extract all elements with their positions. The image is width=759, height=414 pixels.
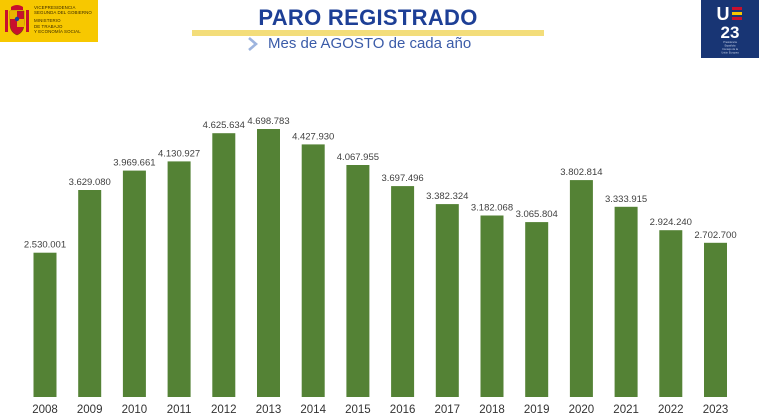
x-tick-label-2019: 2019 [524,404,550,414]
eu-logo-small-line-4: Unión Europea [721,51,739,55]
eu-presidency-logo: U 23 Presidencia Española Consejo de la … [701,0,759,58]
chevron-right-icon [248,36,258,51]
value-label-2009: 3.629.080 [69,177,111,188]
subtitle-text: Mes de AGOSTO de cada año [268,35,472,52]
value-label-2012: 4.625.634 [203,120,245,131]
page-title: PARO REGISTRADO [258,5,478,30]
bar-2020 [569,180,593,397]
x-tick-label-2012: 2012 [211,404,237,414]
bar-2013 [257,129,280,397]
value-label-2010: 3.969.661 [113,158,155,169]
title-block: PARO REGISTRADO [190,6,546,36]
bar-2022 [659,230,683,397]
x-tick-label-2018: 2018 [479,404,505,414]
eu-logo-small-line-1: Presidencia [723,40,737,44]
x-tick-label-2013: 2013 [256,404,282,414]
bar-2010 [122,170,146,397]
bar-2011 [167,161,191,397]
value-label-2023: 2.702.700 [694,230,736,241]
value-label-2021: 3.333.915 [605,194,647,205]
value-label-2016: 3.697.496 [381,173,423,184]
x-tick-label-2017: 2017 [435,404,461,414]
bar-2017 [435,204,459,397]
x-tick-label-2009: 2009 [77,404,103,414]
x-tick-label-2021: 2021 [613,404,639,414]
bar-2012 [212,133,236,397]
value-label-2011: 4.130.927 [158,148,200,159]
bar-2015 [346,165,370,397]
x-tick-label-2022: 2022 [658,404,684,414]
x-tick-label-2015: 2015 [345,404,371,414]
bar-2016 [391,186,415,397]
value-label-2019: 3.065.804 [516,209,558,220]
bar-2021 [614,206,638,397]
eu-logo-letter: U [717,4,730,24]
x-tick-label-2016: 2016 [390,404,416,414]
value-label-2013: 4.698.783 [247,116,289,127]
eu-logo-number: 23 [721,23,740,42]
title-underline [192,30,544,36]
x-tick-label-2011: 2011 [167,404,192,414]
value-label-2018: 3.182.068 [471,203,513,214]
x-tick-label-2014: 2014 [300,404,326,414]
bar-2019 [525,222,549,397]
x-tick-label-2008: 2008 [32,404,58,414]
value-label-2014: 4.427.930 [292,131,334,142]
value-label-2017: 3.382.324 [426,191,468,202]
eu-logo-small-line-2: Española [725,44,736,48]
bar-2018 [480,215,504,397]
bar-2008 [33,252,57,397]
coat-of-arms-icon [5,5,29,36]
eu-presidency-logo-graphic: U 23 Presidencia Española Consejo de la … [717,4,742,55]
x-tick-label-2020: 2020 [569,404,595,414]
bar-2014 [301,144,325,397]
x-tick-label-2023: 2023 [703,404,729,414]
value-label-2022: 2.924.240 [650,217,692,228]
bar-2023 [704,242,727,397]
government-logo: Vicepresidencia Segunda del Gobierno Min… [0,0,98,42]
subtitle: Mes de AGOSTO de cada año [246,35,471,52]
value-label-2015: 4.067.955 [337,152,379,163]
value-label-2008: 2.530.001 [24,240,66,251]
eu-logo-small-line-3: Consejo de la [722,47,738,51]
value-label-2020: 3.802.814 [560,167,602,178]
x-tick-label-2010: 2010 [122,404,148,414]
government-logo-text: Vicepresidencia Segunda del Gobierno Min… [34,5,92,34]
bar-2009 [78,190,102,397]
